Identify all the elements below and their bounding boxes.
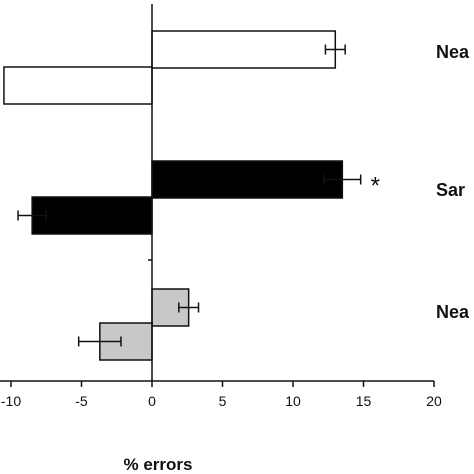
error-bar-group2-bar1 bbox=[323, 174, 362, 185]
x-tick-label-6: 15 bbox=[356, 393, 372, 409]
x-axis-title: % errors bbox=[124, 455, 193, 474]
category-label-2: Sar bbox=[436, 180, 465, 200]
bar-group1-bar1 bbox=[151, 30, 337, 69]
x-tick-label-3: 0 bbox=[148, 393, 156, 409]
error-bar-group3-bar2 bbox=[77, 336, 122, 347]
bar-group2-bar2 bbox=[31, 196, 153, 235]
x-tick-label-7: 20 bbox=[426, 393, 442, 409]
error-bar-group1-bar1 bbox=[324, 44, 346, 55]
bar-group2-bar1 bbox=[151, 160, 344, 199]
x-tick-label-1: -10 bbox=[1, 393, 21, 409]
error-bar-group2-bar2 bbox=[17, 210, 47, 221]
x-tick-label-5: 10 bbox=[285, 393, 301, 409]
bar-group1-bar2 bbox=[3, 66, 153, 105]
significance-marker: * bbox=[371, 173, 380, 200]
x-tick-label-4: 5 bbox=[219, 393, 227, 409]
error-bar-group3-bar1 bbox=[178, 302, 200, 313]
x-tick-label-2: -5 bbox=[75, 393, 88, 409]
category-label-3: Nea bbox=[436, 302, 470, 322]
category-label-1: Nea bbox=[436, 42, 470, 62]
